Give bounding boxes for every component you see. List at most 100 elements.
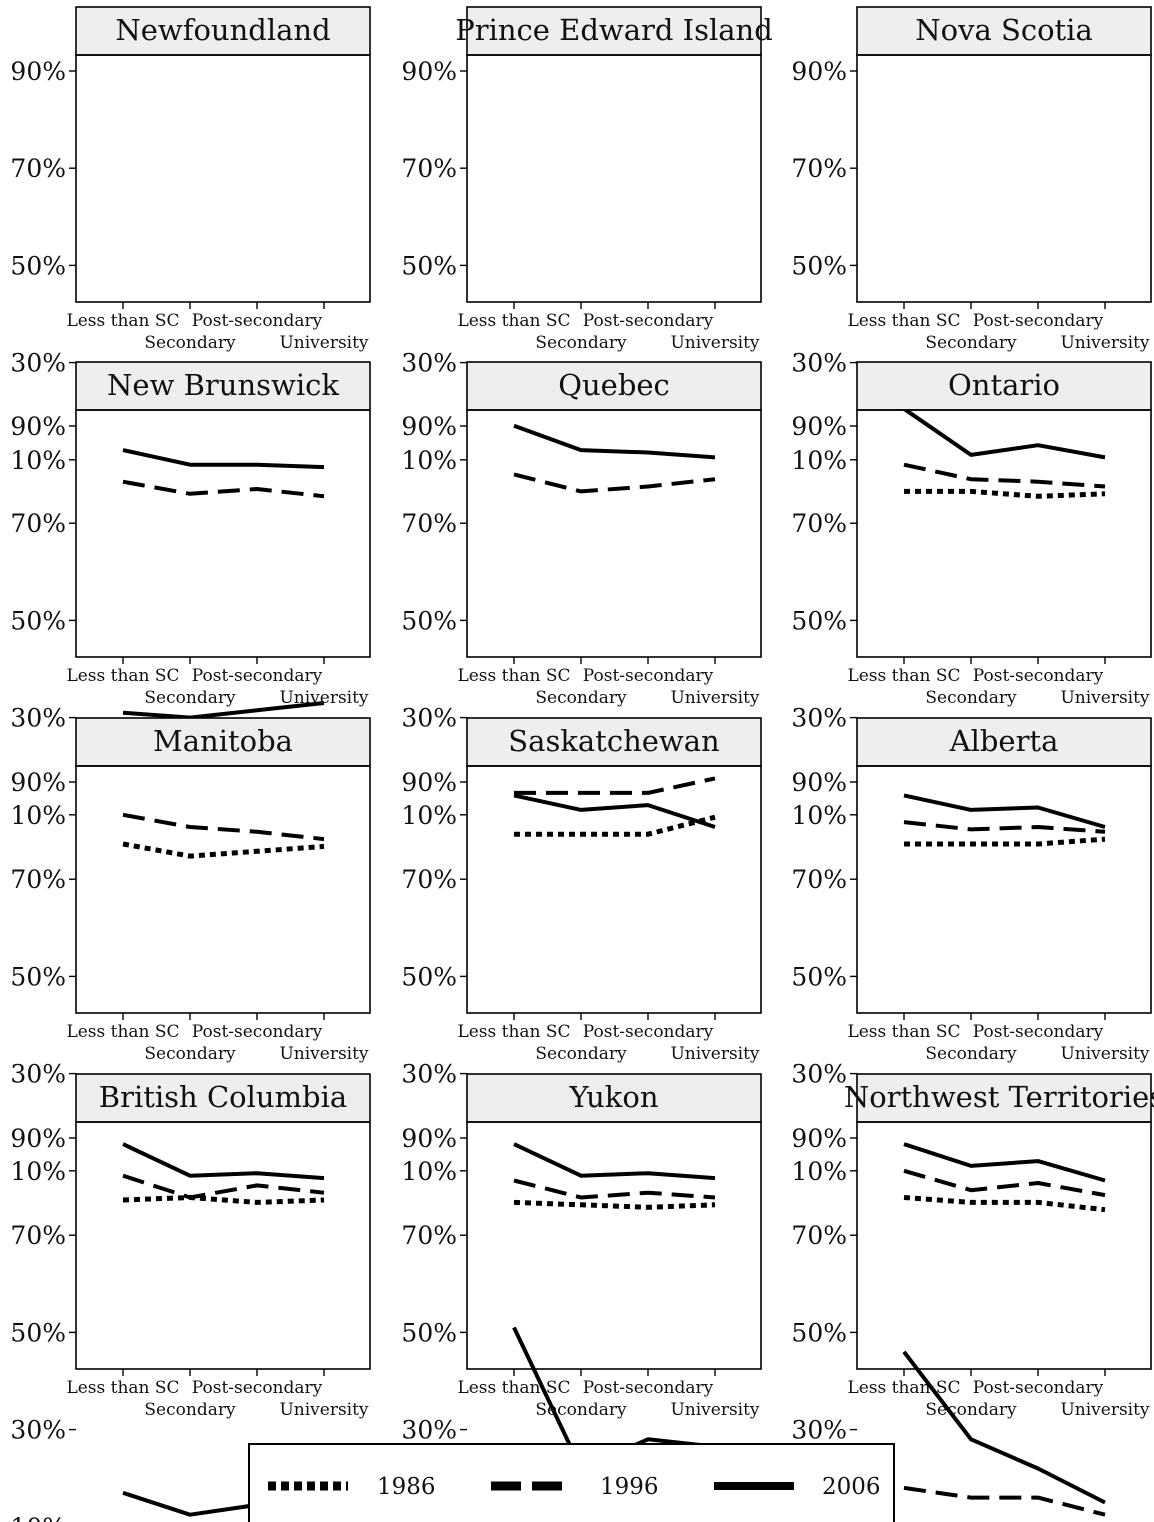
x-tick-label: Post-secondary	[973, 1022, 1104, 1042]
y-tick-label: 30%	[401, 704, 457, 733]
x-tick-label: University	[670, 333, 759, 353]
y-tick-label: 70%	[401, 154, 457, 183]
y-tick-label: 90%	[791, 768, 847, 797]
y-tick-label: 50%	[10, 962, 66, 991]
x-tick-label: Post-secondary	[192, 311, 323, 331]
y-tick-label: 70%	[791, 1221, 847, 1250]
panel-strip	[856, 1073, 1152, 1123]
panel-title: Ontario	[948, 368, 1060, 402]
x-tick-label: Post-secondary	[583, 311, 714, 331]
x-tick-label: Less than SC	[66, 1378, 179, 1398]
plot-area	[75, 1121, 371, 1370]
y-tick-label: 10%	[10, 801, 66, 830]
x-tick-label: Post-secondary	[192, 1022, 323, 1042]
y-tick-label: 50%	[791, 251, 847, 280]
x-tick-label: University	[670, 1044, 759, 1064]
y-tick-label: 50%	[791, 962, 847, 991]
legend-label: 1996	[600, 1474, 659, 1500]
x-tick-label: Post-secondary	[192, 666, 323, 686]
series-line-1996	[513, 472, 716, 494]
x-tick-label: Secondary	[144, 333, 236, 353]
y-tick-label: 70%	[791, 509, 847, 538]
y-tick-label: 50%	[791, 1318, 847, 1347]
panel-strip	[466, 717, 762, 767]
y-tick-label: 70%	[10, 865, 66, 894]
panel-strip	[466, 6, 762, 56]
panel-title: Quebec	[558, 368, 670, 402]
y-tick-label: 70%	[791, 865, 847, 894]
x-tick-label: Secondary	[144, 1400, 236, 1420]
series-line-1986	[122, 1195, 325, 1205]
panel-strip	[75, 1073, 371, 1123]
panel-northwest-territories: Northwest Territories 10% 30% 50% 70% 90% Less…	[791, 1073, 1154, 1522]
y-tick-label: 90%	[791, 1124, 847, 1153]
x-tick-label: Secondary	[535, 1400, 627, 1420]
y-tick-label: 50%	[10, 606, 66, 635]
y-tick-label: 10%	[401, 446, 457, 475]
series-line-2006	[122, 701, 325, 720]
y-tick-label: 70%	[401, 865, 457, 894]
x-tick-label: Secondary	[535, 1044, 627, 1064]
series-line-1996	[903, 1168, 1106, 1198]
series-line-1996	[903, 462, 1106, 489]
y-tick-label: 70%	[401, 1221, 457, 1250]
plot-area	[856, 765, 1152, 1014]
x-tick-label: University	[670, 1400, 759, 1420]
series-line-2006	[513, 1142, 716, 1181]
plot-area	[466, 765, 762, 1014]
x-tick-label: Less than SC	[847, 1022, 960, 1042]
x-tick-label: Secondary	[535, 688, 627, 708]
y-tick-label: 70%	[10, 509, 66, 538]
x-tick-label: University	[279, 1044, 368, 1064]
y-tick-label: 30%	[10, 1416, 66, 1445]
legend-box	[248, 1443, 895, 1522]
y-tick-label: 10%	[791, 801, 847, 830]
y-tick-label: 30%	[10, 1060, 66, 1089]
x-tick-label: Secondary	[535, 333, 627, 353]
plot-area	[75, 54, 371, 303]
y-tick-label: 70%	[10, 154, 66, 183]
panel-title: New Brunswick	[107, 368, 339, 402]
series-line-2006	[122, 1142, 325, 1181]
y-tick-label: 30%	[401, 1416, 457, 1445]
y-tick-label: 90%	[10, 768, 66, 797]
panel-title: British Columbia	[99, 1080, 347, 1114]
legend: 1986 1996 2006	[248, 1443, 895, 1522]
x-tick-label: Post-secondary	[973, 666, 1104, 686]
x-tick-label: Less than SC	[457, 1022, 570, 1042]
panel-nova-scotia: Nova Scotia 10% 30% 50% 70% 90% Less than SCSe…	[791, 6, 1152, 499]
x-tick-label: Post-secondary	[583, 1378, 714, 1398]
panel-title: Yukon	[568, 1080, 658, 1114]
y-tick-label: 50%	[10, 251, 66, 280]
y-tick-label: 90%	[401, 1124, 457, 1153]
plot-area	[466, 54, 762, 303]
series-line-1996	[122, 1173, 325, 1200]
panel-title: Northwest Territories	[844, 1080, 1154, 1114]
y-tick-label: 30%	[791, 1060, 847, 1089]
panel-ontario: Ontario 10% 30% 50% 70% 90% Less than SCSecond…	[791, 361, 1152, 847]
x-tick-label: Less than SC	[457, 1378, 570, 1398]
x-tick-label: University	[1060, 688, 1149, 708]
plot-area	[466, 1121, 762, 1370]
panel-prince-edward-island: Prince Edward Island 10% 30% 50% 70% 90% Less …	[401, 6, 773, 494]
series-line-1986	[514, 814, 716, 837]
y-tick-label: 10%	[791, 446, 847, 475]
x-tick-label: Secondary	[925, 1400, 1017, 1420]
x-tick-label: Less than SC	[847, 1378, 960, 1398]
series-line-1996	[903, 1485, 1106, 1517]
x-tick-label: University	[670, 688, 759, 708]
legend-label: 1986	[377, 1474, 436, 1500]
x-tick-label: University	[279, 1400, 368, 1420]
y-tick-label: 70%	[401, 509, 457, 538]
x-tick-label: Post-secondary	[583, 1022, 714, 1042]
plot-area	[856, 409, 1152, 658]
x-tick-label: Secondary	[144, 688, 236, 708]
y-tick-label: 70%	[10, 1221, 66, 1250]
y-tick-label: 30%	[10, 349, 66, 378]
plot-area	[856, 1121, 1152, 1370]
plot-area	[466, 409, 762, 658]
series-line-1996	[514, 776, 716, 795]
y-tick-label: 90%	[10, 57, 66, 86]
legend-label: 2006	[822, 1474, 881, 1500]
